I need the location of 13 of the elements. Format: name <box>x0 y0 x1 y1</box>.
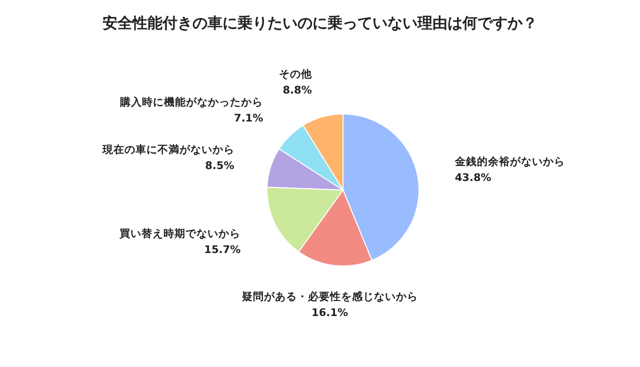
data-label: 8.8% <box>282 84 312 96</box>
data-label: 16.1% <box>312 307 348 320</box>
data-label: 43.8% <box>454 172 492 184</box>
data-label: 8.5% <box>205 160 235 172</box>
slice-label: 疑問がある・必要性を感じないから <box>240 290 418 304</box>
chart-title: 安全性能付きの車に乗りたいのに乗っていない理由は何ですか？ <box>102 14 538 32</box>
slice-label: 買い替え時期でないから <box>118 227 241 240</box>
slice-label: その他 <box>278 67 313 80</box>
slice-label: 現在の車に不満がないから <box>101 142 234 156</box>
slice-label: 金銭的余裕がないから <box>454 154 565 168</box>
data-label: 15.7% <box>204 244 242 256</box>
data-label: 7.1% <box>234 112 264 125</box>
slice-label: 購入時に機能がなかったから <box>119 96 264 109</box>
